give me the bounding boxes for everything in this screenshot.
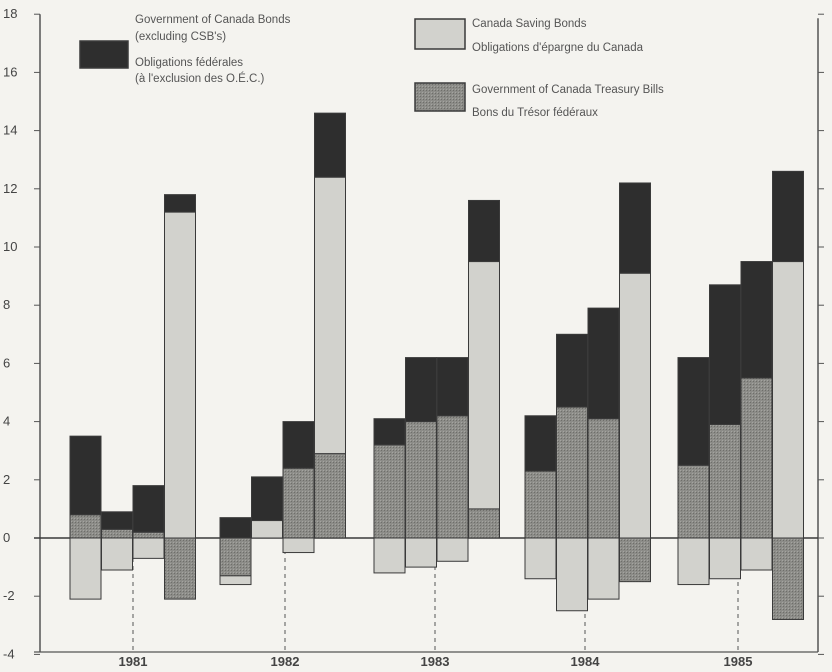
bar-bonds xyxy=(101,511,133,530)
bar-bonds xyxy=(619,182,651,274)
y-tick-label: 16 xyxy=(3,64,17,79)
bar-csb xyxy=(101,537,133,571)
bar-tbills xyxy=(436,415,469,539)
bar-tbills xyxy=(587,418,620,539)
bar-csb xyxy=(314,176,346,455)
bar-csb xyxy=(587,537,620,600)
legend-label: (excluding CSB's) xyxy=(135,31,226,43)
y-tick-label: 10 xyxy=(3,239,17,254)
bar-csb xyxy=(251,520,283,539)
bar-csb xyxy=(772,261,804,539)
bar-tbills xyxy=(69,514,102,539)
y-tick-label: 2 xyxy=(3,472,10,487)
legend-label: (à l'exclusion des O.É.C.) xyxy=(135,72,265,85)
legend-swatch-tbills xyxy=(414,82,466,112)
legend-label: Obligations fédérales xyxy=(135,57,243,69)
y-tick-label: -4 xyxy=(3,646,15,661)
bar-bonds xyxy=(587,307,620,420)
bar-csb xyxy=(132,537,165,559)
bar-bonds xyxy=(132,485,165,533)
bar-tbills xyxy=(219,537,252,577)
bar-csb xyxy=(373,537,406,574)
bar-bonds xyxy=(219,517,252,539)
bars xyxy=(69,112,804,620)
legend-label: Bons du Trésor fédéraux xyxy=(472,107,598,119)
y-tick-label: 12 xyxy=(3,181,17,196)
bar-tbills xyxy=(772,537,804,620)
year-label: 1984 xyxy=(571,654,601,669)
bar-bonds xyxy=(282,421,315,469)
bar-bonds xyxy=(436,357,469,417)
bar-tbills xyxy=(373,444,406,539)
bar-tbills xyxy=(282,467,315,539)
bar-bonds xyxy=(709,284,741,426)
bar-tbills xyxy=(314,453,346,539)
year-label: 1981 xyxy=(119,654,148,669)
year-label: 1983 xyxy=(421,654,450,669)
bar-bonds xyxy=(405,357,437,423)
bar-csb xyxy=(524,537,557,580)
bar-csb xyxy=(164,211,196,539)
bar-tbills xyxy=(556,406,588,539)
bar-tbills xyxy=(524,470,557,539)
y-tick-label: 0 xyxy=(3,530,10,545)
bar-bonds xyxy=(677,357,710,466)
bar-bonds xyxy=(251,476,283,522)
bar-tbills xyxy=(709,424,741,539)
year-label: 1985 xyxy=(724,654,753,669)
year-label: 1982 xyxy=(271,654,300,669)
bar-bonds xyxy=(524,415,557,472)
bar-bonds xyxy=(468,199,500,263)
legend-label: Government of Canada Treasury Bills xyxy=(472,84,664,96)
legend-swatch-csb xyxy=(414,18,466,50)
y-tick-label: 6 xyxy=(3,355,10,370)
bar-bonds xyxy=(556,333,588,408)
y-tick-label: 4 xyxy=(3,414,10,429)
bar-csb xyxy=(219,575,252,586)
bar-csb xyxy=(556,537,588,612)
y-tick-label: -2 xyxy=(3,588,15,603)
bar-bonds xyxy=(740,261,773,379)
legend-label: Government of Canada Bonds xyxy=(135,14,291,26)
bar-csb xyxy=(468,261,500,510)
bar-tbills xyxy=(164,537,196,600)
legend-label: Canada Saving Bonds xyxy=(472,18,587,30)
bar-csb xyxy=(677,537,710,586)
bar-tbills xyxy=(101,528,133,539)
bar-tbills xyxy=(405,421,437,539)
bar-bonds xyxy=(772,170,804,263)
y-tick-label: 18 xyxy=(3,6,17,21)
legend-swatch-bonds xyxy=(79,40,129,69)
bar-csb xyxy=(619,272,651,539)
bar-bonds xyxy=(164,194,196,213)
bar-csb xyxy=(740,537,773,571)
bar-csb xyxy=(709,537,741,580)
bar-csb xyxy=(69,537,102,600)
bar-csb xyxy=(282,537,315,554)
bar-bonds xyxy=(69,435,102,516)
bar-csb xyxy=(436,537,469,562)
bar-bonds xyxy=(373,418,406,446)
y-tick-label: 8 xyxy=(3,297,10,312)
legend: Government of Canada Bonds (excluding CSB… xyxy=(79,14,664,119)
bar-bonds xyxy=(314,112,346,178)
bar-tbills xyxy=(677,464,710,539)
legend-label: Obligations d'épargne du Canada xyxy=(472,42,644,54)
y-tick-label: 14 xyxy=(3,123,17,138)
bar-tbills xyxy=(468,508,500,539)
bar-tbills xyxy=(132,531,165,539)
bar-tbills xyxy=(740,377,773,539)
bar-tbills xyxy=(619,537,651,583)
bar-csb xyxy=(405,537,437,568)
